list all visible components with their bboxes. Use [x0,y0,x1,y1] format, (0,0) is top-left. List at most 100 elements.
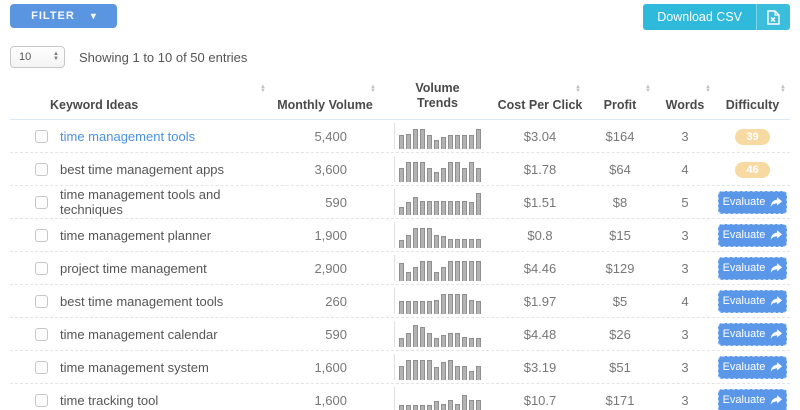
column-header-keyword-ideas[interactable]: ▲▼ Keyword Ideas [10,78,270,112]
trend-bar [462,294,467,314]
trend-bar [476,400,481,410]
profit-value: $26 [585,327,655,342]
trend-bar [448,333,453,347]
difficulty-badge: 39 [735,129,770,145]
trend-bar [420,301,425,314]
column-header-profit[interactable]: ▲▼ Profit [585,78,655,112]
share-arrow-icon [770,263,782,274]
table-row: time management tools5,400$3.04$164339 [10,120,790,153]
page-size-select[interactable]: 10 ▲ ▼ [10,46,65,68]
keyword-cell: best time management apps [48,162,270,177]
keyword-cell: project time management [48,261,270,276]
row-checkbox[interactable] [35,130,48,143]
trend-bar [434,201,439,215]
row-checkbox-cell [10,196,48,209]
csv-file-icon [756,4,790,30]
evaluate-button[interactable]: Evaluate [718,389,787,410]
evaluate-button-label: Evaluate [723,328,766,340]
trend-bar [427,405,432,410]
difficulty-cell: Evaluate [715,257,790,280]
trend-bar [406,162,411,182]
trend-bar [427,301,432,314]
cost-per-click-value: $3.19 [495,360,585,375]
profit-value: $15 [585,228,655,243]
profit-value: $164 [585,129,655,144]
download-csv-button[interactable]: Download CSV [643,4,790,30]
row-checkbox-cell [10,394,48,407]
keyword-text[interactable]: time management tools [60,129,195,144]
trend-bar [399,240,404,248]
table-row: time management planner1,900$0.8$153Eval… [10,219,790,252]
trend-bar [455,366,460,380]
column-header-cost-per-click[interactable]: ▲▼ Cost Per Click [495,78,585,112]
volume-trend-chart [394,222,482,248]
row-checkbox[interactable] [35,361,48,374]
keyword-text: time management planner [60,228,211,243]
evaluate-button-label: Evaluate [723,196,766,208]
evaluate-button[interactable]: Evaluate [718,191,787,214]
trend-bar [441,294,446,314]
trend-bar [476,168,481,182]
trend-bar [469,135,474,149]
evaluate-button[interactable]: Evaluate [718,224,787,247]
trend-bar [469,261,474,281]
volume-trend-cell [380,288,495,314]
column-header-monthly-volume[interactable]: ▲▼ Monthly Volume [270,78,380,112]
trend-bar [413,228,418,248]
monthly-volume-value: 1,600 [270,360,380,375]
words-value: 3 [655,360,715,375]
monthly-volume-value: 5,400 [270,129,380,144]
evaluate-button-label: Evaluate [723,295,766,307]
trend-bar [413,360,418,380]
evaluate-button[interactable]: Evaluate [718,257,787,280]
share-arrow-icon [770,329,782,340]
monthly-volume-value: 1,600 [270,393,380,408]
evaluate-button[interactable]: Evaluate [718,323,787,346]
row-checkbox[interactable] [35,163,48,176]
trend-bar [462,395,467,410]
trend-bar [434,401,439,410]
volume-trend-cell [380,321,495,347]
evaluate-button[interactable]: Evaluate [718,290,787,313]
download-csv-label: Download CSV [643,4,756,30]
trend-bar [413,162,418,182]
row-checkbox[interactable] [35,262,48,275]
trend-bar [406,333,411,347]
trend-bar [462,366,467,380]
trend-bar [455,239,460,248]
volume-trend-cell [380,387,495,410]
trend-bar [427,168,432,182]
share-arrow-icon [770,362,782,373]
trend-bar [441,201,446,215]
volume-trend-cell [380,123,495,149]
row-checkbox[interactable] [35,295,48,308]
trend-bar [476,239,481,248]
monthly-volume-value: 260 [270,294,380,309]
evaluate-button[interactable]: Evaluate [718,356,787,379]
trend-bar [427,228,432,248]
trend-bar [399,135,404,149]
row-checkbox[interactable] [35,229,48,242]
words-value: 3 [655,261,715,276]
difficulty-cell: Evaluate [715,191,790,214]
trend-bar [399,301,404,314]
filter-button-label: FILTER [31,10,75,22]
column-header-words[interactable]: ▲▼ Words [655,78,715,112]
keyword-table: ▲▼ Keyword Ideas ▲▼ Monthly Volume Volum… [10,78,790,410]
filter-button[interactable]: FILTER ▾ [10,4,117,28]
trend-bar [455,201,460,215]
cost-per-click-value: $1.51 [495,195,585,210]
trend-bar [420,129,425,149]
row-checkbox[interactable] [35,196,48,209]
difficulty-cell: Evaluate [715,290,790,313]
monthly-volume-value: 1,900 [270,228,380,243]
row-checkbox[interactable] [35,328,48,341]
row-checkbox-cell [10,295,48,308]
trend-bar [455,162,460,182]
profit-value: $5 [585,294,655,309]
volume-trend-chart [394,255,482,281]
column-header-difficulty[interactable]: ▲▼ Difficulty [715,78,790,112]
cost-per-click-value: $4.46 [495,261,585,276]
trend-bar [413,267,418,281]
row-checkbox[interactable] [35,394,48,407]
